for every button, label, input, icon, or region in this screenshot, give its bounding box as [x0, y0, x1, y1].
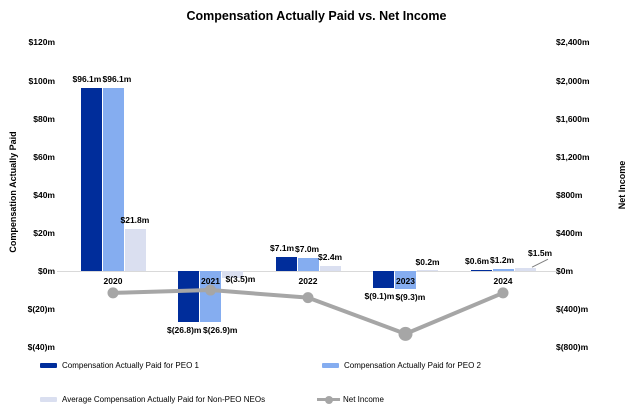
chart-title: Compensation Actually Paid vs. Net Incom… — [186, 9, 447, 23]
right-axis-tick-label: $(400)m — [556, 304, 589, 315]
right-axis-tick-label: $2,400m — [556, 37, 590, 48]
bar-series3-2021 — [222, 271, 243, 278]
bar-label-neos-2021: $(3.5)m — [225, 274, 256, 284]
left-axis-tick-label: $80m — [33, 113, 55, 124]
bar-series1-2020 — [80, 87, 102, 271]
bar-series1-2024 — [470, 269, 492, 271]
legend-item-3: Average Compensation Actually Paid for N… — [40, 395, 265, 404]
left-axis-tick-label: $60m — [33, 151, 55, 162]
category-label-2020: 2020 — [103, 276, 123, 286]
bar-series2-2023 — [395, 271, 416, 289]
left-axis-tick-label: $20m — [33, 227, 55, 238]
right-axis-tick-label: $0m — [556, 266, 574, 276]
bar-label-peo2-2020: $96.1m — [102, 73, 132, 84]
net-income-marker-2022 — [302, 292, 314, 304]
right-axis-tick-label: $(800)m — [556, 342, 589, 353]
net-income-marker-2024 — [497, 287, 509, 299]
right-axis-tick-label: $1,200m — [556, 151, 590, 162]
legend-line-swatch — [317, 395, 340, 404]
label-leader-line — [531, 258, 549, 268]
legend-label: Compensation Actually Paid for PEO 2 — [344, 361, 481, 370]
bar-label-peo1-2021: $(26.8)m — [167, 325, 202, 336]
legend-item-1: Compensation Actually Paid for PEO 1 — [40, 361, 199, 370]
right-axis-tick-label: $400m — [556, 227, 583, 238]
bar-label-neos-2020: $21.8m — [120, 215, 150, 226]
bar-series2-2022 — [297, 257, 319, 271]
legend-bar-swatch — [40, 363, 57, 368]
category-label-2023: 2023 — [396, 276, 415, 286]
category-label-2021: 2021 — [201, 276, 220, 286]
bar-label-neos-2022: $2.4m — [318, 252, 343, 263]
legend-item-4: Net Income — [317, 395, 384, 404]
bar-label-peo1-2023: $(9.1)m — [364, 291, 395, 302]
legend-bar-swatch — [322, 363, 339, 368]
bar-label-peo1-2020: $96.1m — [72, 73, 102, 84]
bar-label-peo2-2023: $(9.3)m — [395, 291, 426, 302]
left-axis-tick-label: $100m — [28, 75, 55, 86]
bar-label-neos-2023: $0.2m — [415, 256, 440, 267]
right-axis-tick-label: $800m — [556, 189, 583, 200]
category-label-2022: 2022 — [298, 276, 318, 286]
category-label-2024: 2024 — [493, 276, 513, 286]
right-axis-tick-label: $2,000m — [556, 75, 590, 86]
bar-label-peo2-2022: $7.0m — [295, 243, 320, 254]
left-axis-tick-label: $40m — [33, 189, 55, 200]
bar-label-peo2-2024: $1.2m — [490, 254, 515, 265]
left-axis-tick-label: $(40)m — [27, 342, 55, 353]
bar-label-peo1-2022: $7.1m — [270, 243, 295, 254]
legend-label: Net Income — [343, 395, 384, 404]
legend-item-2: Compensation Actually Paid for PEO 2 — [322, 361, 481, 370]
bar-label-neos-2024: $1.5m — [528, 248, 553, 259]
legend-label: Average Compensation Actually Paid for N… — [62, 395, 266, 404]
bar-series2-2020 — [102, 87, 124, 271]
bar-series2-2024 — [492, 268, 514, 271]
bar-series3-2024 — [514, 268, 536, 271]
left-axis-tick-label: $120m — [28, 37, 55, 48]
left-axis-tick-label: $(20)m — [27, 304, 55, 315]
net-income-marker-2023 — [398, 326, 413, 341]
net-income-marker-2020 — [107, 287, 119, 299]
bar-label-peo1-2024: $0.6m — [465, 255, 490, 266]
right-axis-title: Net Income — [617, 160, 627, 210]
bar-label-peo2-2021: $(26.9)m — [203, 325, 238, 336]
zero-gridline — [57, 271, 560, 272]
right-axis-tick-label: $1,600m — [556, 113, 590, 124]
bar-series1-2022 — [275, 257, 297, 271]
legend-bar-swatch — [40, 397, 57, 402]
bar-series3-2020 — [124, 229, 146, 271]
left-axis-tick-label: $0m — [37, 266, 55, 276]
bar-series3-2023 — [417, 270, 438, 271]
bar-series3-2022 — [319, 266, 341, 271]
bar-series1-2023 — [373, 271, 394, 289]
legend-label: Compensation Actually Paid for PEO 1 — [62, 361, 199, 370]
